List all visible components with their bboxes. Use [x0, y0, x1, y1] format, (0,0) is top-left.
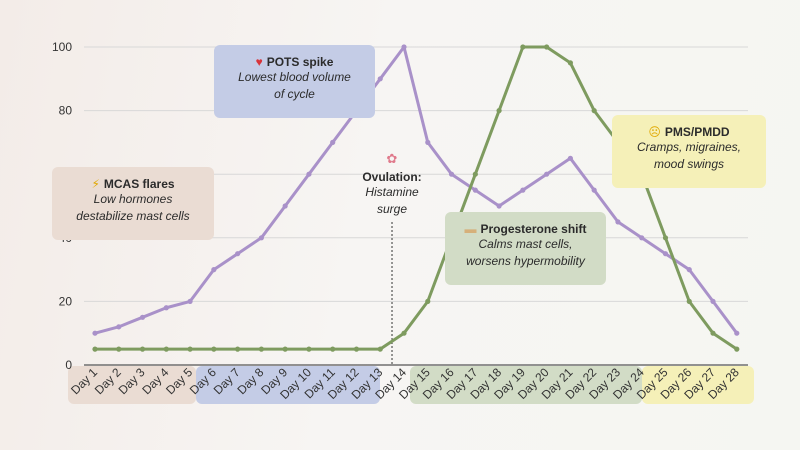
callout-pms-line1: Cramps, migraines,: [636, 140, 742, 154]
y-tick-label: 20: [59, 294, 73, 308]
data-point: [187, 346, 193, 352]
data-point: [116, 346, 122, 352]
data-point: [401, 330, 407, 336]
data-point: [639, 235, 645, 241]
data-point: [306, 171, 312, 177]
data-point: [353, 346, 360, 352]
phase-band-pots: [196, 366, 380, 404]
data-point: [472, 171, 478, 177]
heart-icon: ♥: [255, 55, 263, 69]
callout-mcas: ⚡ MCAS flares Low hormones destabilize ma…: [52, 167, 214, 240]
data-point: [662, 251, 669, 257]
data-point: [306, 346, 312, 352]
data-point: [662, 235, 669, 241]
data-point: [235, 346, 241, 352]
callout-mcas-title: MCAS flares: [103, 177, 175, 191]
data-point: [187, 298, 193, 304]
callout-progesterone: ▬ Progesterone shift Calms mast cells, wo…: [445, 212, 606, 285]
data-point: [520, 187, 526, 193]
data-point: [496, 108, 502, 114]
callout-ovulation: ✿ Ovulation: Histamine surge: [352, 150, 432, 218]
data-point: [591, 187, 597, 193]
callout-progesterone-title: Progesterone shift: [480, 222, 587, 236]
lightning-icon: ⚡: [91, 177, 100, 191]
phase-band-progesterone: [410, 366, 642, 404]
data-point: [686, 267, 692, 273]
data-point: [163, 305, 169, 311]
data-point: [544, 171, 550, 177]
data-point: [282, 203, 288, 209]
callout-pms: ☹ PMS/PMDD Cramps, migraines, mood swings: [612, 115, 766, 188]
callout-pots: ♥ POTS spike Lowest blood volume of cycle: [214, 45, 375, 118]
data-point: [496, 203, 502, 209]
data-point: [734, 330, 740, 336]
data-point: [710, 330, 716, 336]
data-point: [591, 108, 597, 114]
callout-pots-title: POTS spike: [266, 55, 334, 69]
data-point: [448, 171, 455, 177]
callout-progesterone-line1: Calms mast cells,: [478, 237, 573, 251]
data-point: [425, 298, 431, 304]
data-point: [211, 346, 217, 352]
flower-icon: ✿: [386, 151, 398, 166]
data-point: [330, 346, 336, 352]
callout-pms-line2: mood swings: [653, 157, 725, 171]
callout-mcas-line1: Low hormones: [93, 192, 173, 206]
data-point: [734, 346, 740, 352]
data-point: [139, 346, 146, 352]
data-point: [139, 314, 146, 320]
data-point: [377, 76, 383, 82]
callout-ovulation-line2: surge: [376, 202, 408, 216]
data-point: [235, 251, 241, 257]
series-line: [94, 45, 738, 335]
phase-band-pms: [642, 366, 754, 404]
callout-mcas-line2: destabilize mast cells: [76, 209, 190, 223]
callout-pots-line2: of cycle: [274, 87, 315, 101]
data-point: [615, 219, 621, 225]
data-point: [211, 267, 217, 273]
data-point: [472, 187, 478, 193]
bandage-icon: ▬: [464, 222, 477, 236]
callout-ovulation-line1: Histamine: [365, 185, 419, 199]
data-point: [425, 139, 431, 145]
phase-band-mcas: [68, 366, 196, 404]
data-point: [710, 298, 716, 304]
data-point: [330, 139, 336, 145]
data-point: [258, 235, 264, 241]
data-point: [92, 346, 98, 352]
callout-ovulation-title: Ovulation:: [362, 170, 422, 184]
data-point: [544, 44, 550, 50]
crying-face-icon: ☹: [648, 125, 661, 139]
data-point: [567, 60, 574, 66]
data-point: [520, 44, 526, 50]
data-point: [258, 346, 264, 352]
data-point: [163, 346, 169, 352]
callout-pots-line1: Lowest blood volume: [238, 70, 351, 84]
data-point: [377, 346, 383, 352]
data-point: [92, 330, 98, 336]
data-point: [282, 346, 288, 352]
data-point: [686, 298, 692, 304]
y-tick-label: 80: [59, 104, 73, 118]
data-point: [567, 155, 574, 161]
data-point: [401, 44, 407, 50]
callout-progesterone-line2: worsens hypermobility: [466, 254, 585, 268]
callout-pms-title: PMS/PMDD: [664, 125, 730, 139]
data-point: [116, 324, 122, 330]
y-tick-label: 0: [65, 358, 72, 372]
y-tick-label: 100: [52, 40, 72, 54]
